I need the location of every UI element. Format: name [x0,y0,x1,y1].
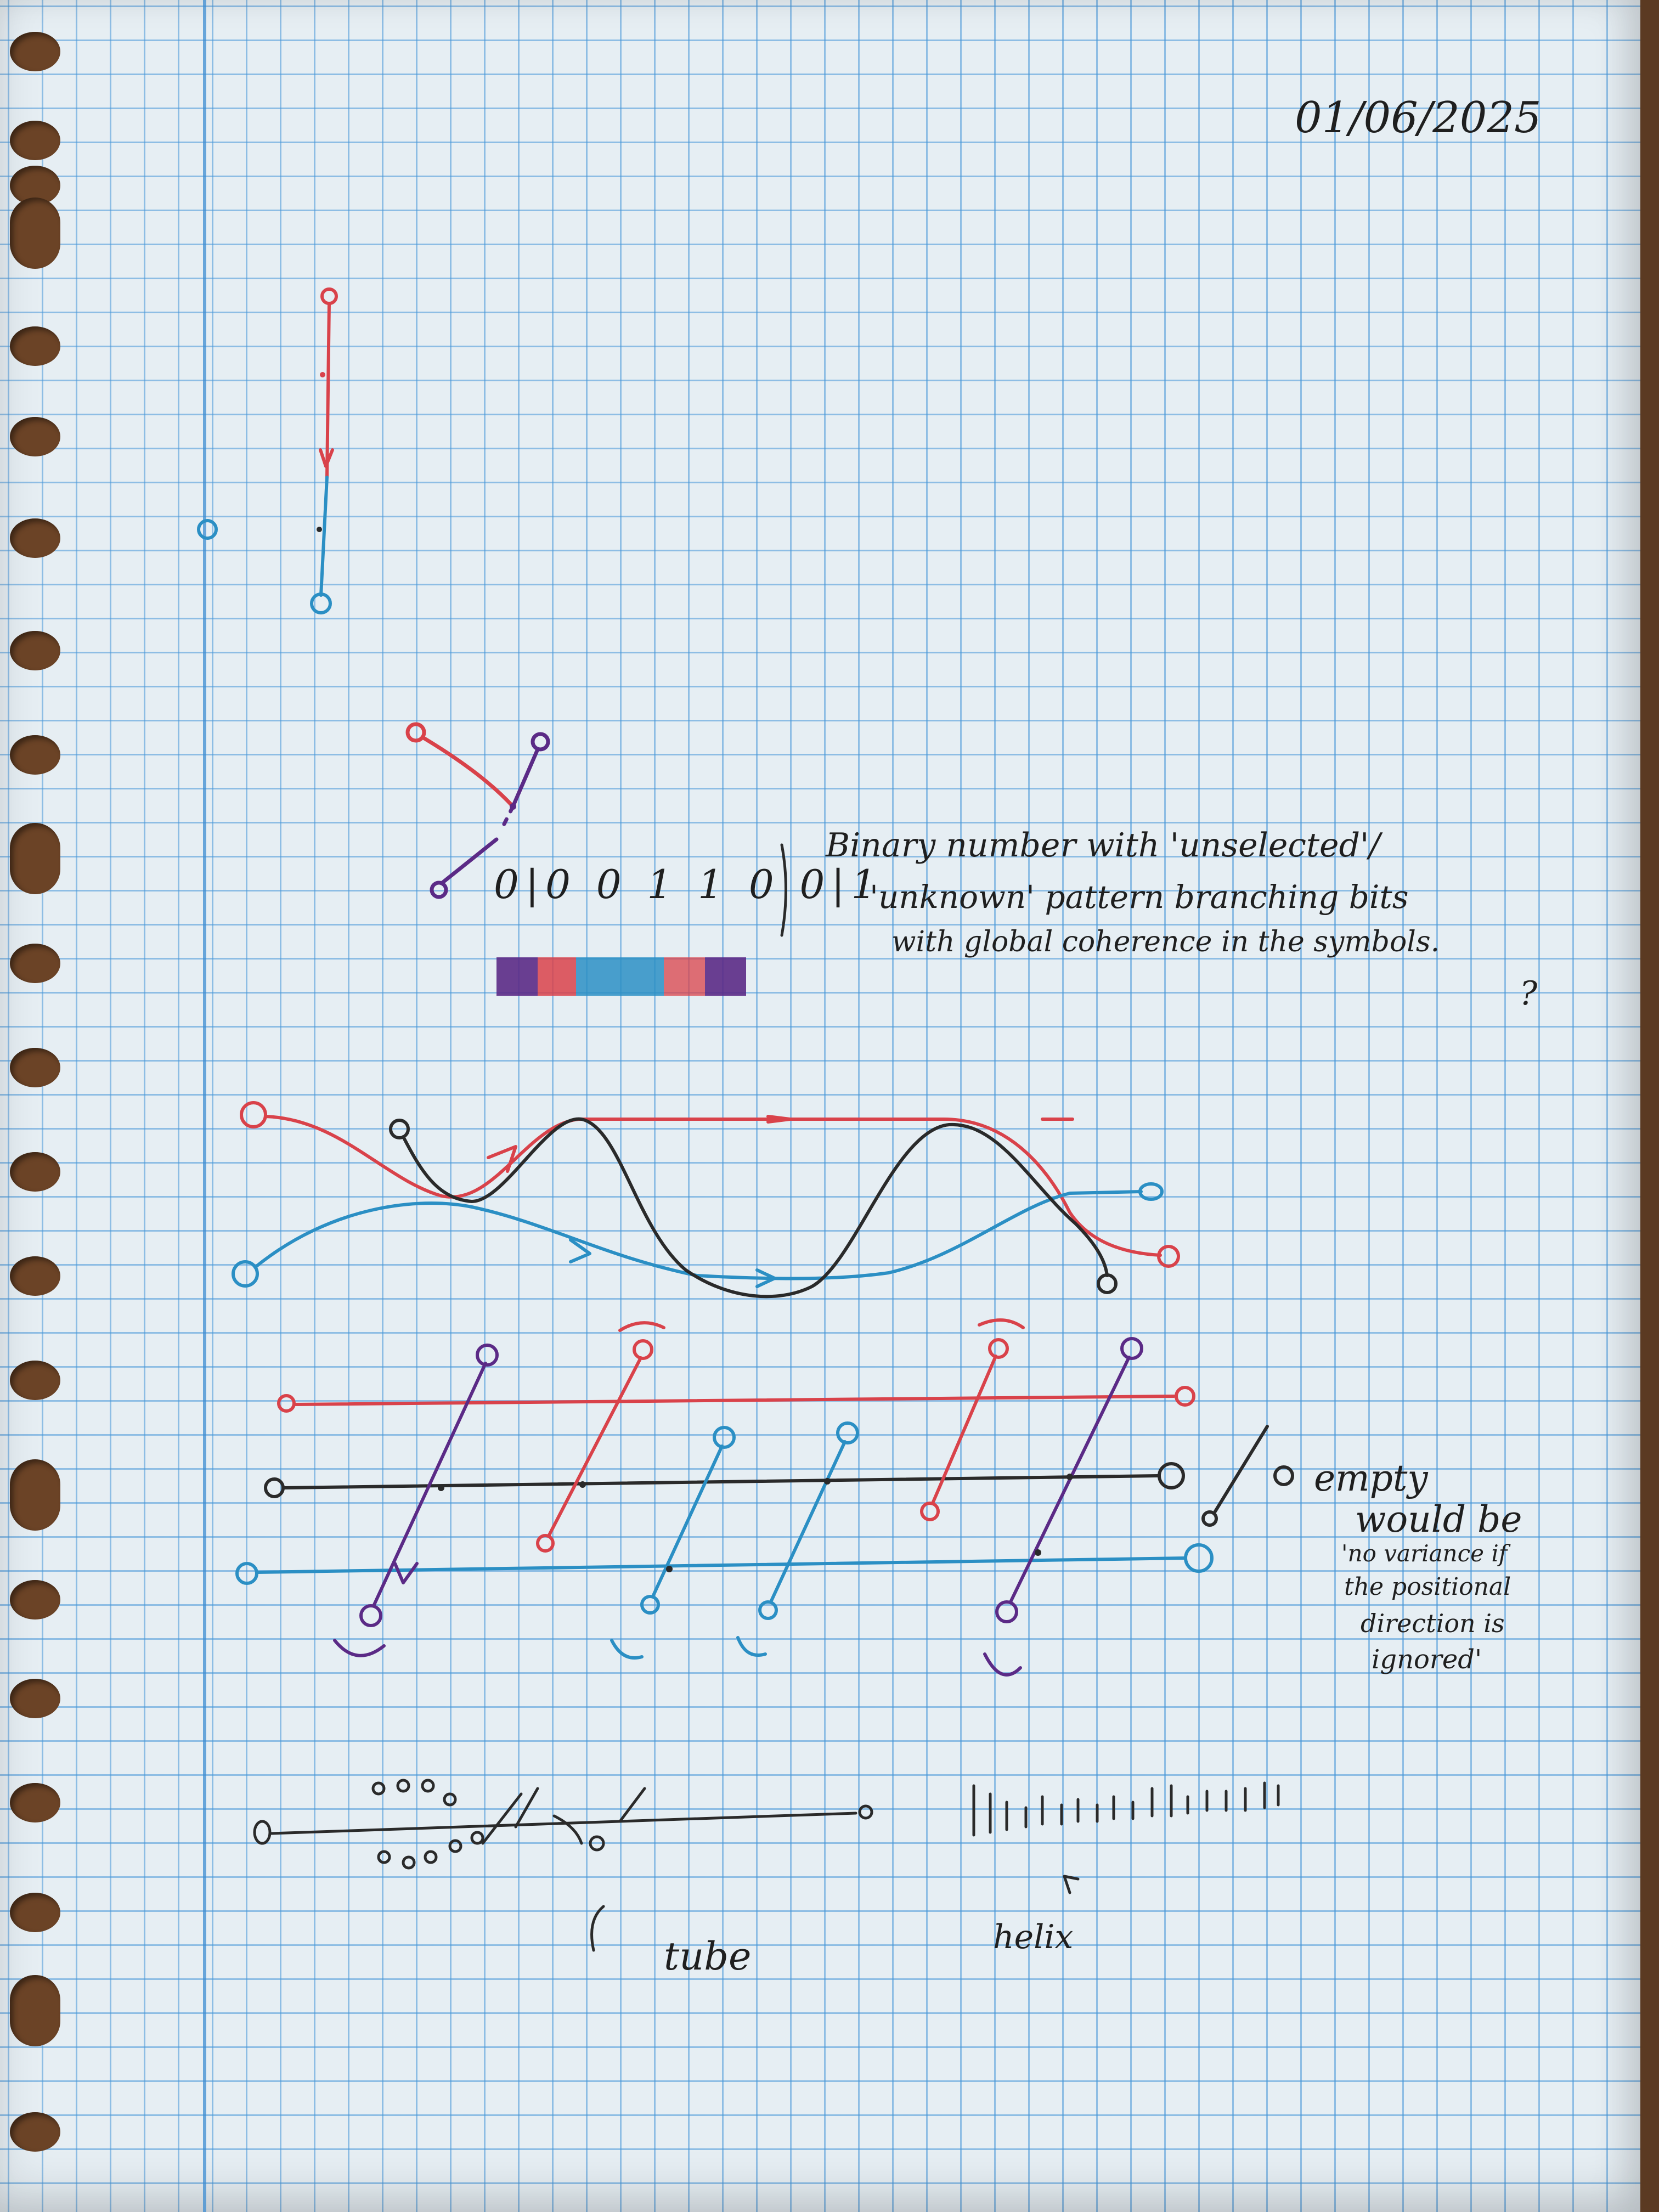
binder-hole [10,518,60,558]
binder-hole [10,1580,60,1620]
note-date: 01/06/2025 [1295,93,1542,143]
binder-hole [10,417,60,456]
note-variance-line-4: direction is [1361,1609,1505,1638]
binder-hole [10,1783,60,1822]
binder-hole [10,1679,60,1718]
binder-hole [10,1893,60,1932]
binder-hole [10,631,60,670]
note-variance-line-2: 'no variance if [1341,1540,1508,1567]
binder-hole [10,121,60,160]
label-helix: helix [993,1918,1074,1956]
binder-hole [10,735,60,775]
sketch-vertical-segment [197,287,338,614]
note-variance-line-3: the positional [1344,1573,1511,1601]
sketch-tube-helix [253,1779,1280,1952]
binder-hole [10,32,60,71]
binder-hole [10,944,60,983]
sketch-diagonal-bits [235,1318,1294,1677]
note-variance-line-5: ignored' [1372,1644,1482,1675]
binder-hole [10,198,60,269]
bit-string: 0|0 0 1 1 0 0|1 [494,861,883,907]
color-swatch-bar [496,957,746,996]
sketch-branching-bits [405,722,787,937]
binder-hole [10,1152,60,1192]
margin-line [203,0,206,2212]
binder-holes [0,0,77,2212]
binder-hole [10,1975,60,2046]
sketch-wave-crossings [232,1101,1180,1299]
note-binary-line-1: Binary number with 'unselected'/ [826,826,1380,865]
binder-hole [10,1256,60,1296]
note-empty: empty [1314,1457,1428,1499]
note-binary-mark: ? [1520,974,1538,1013]
note-variance-line-1: would be [1355,1498,1522,1541]
binder-hole [10,1048,60,1087]
label-tube: tube [664,1934,752,1979]
binder-hole [10,2112,60,2152]
helix-ticks [972,1781,1280,1837]
binder-hole [10,1361,60,1400]
binder-hole [10,326,60,366]
note-binary-line-2: 'unknown' pattern branching bits [870,878,1409,916]
note-binary-line-3: with global coherence in the symbols. [891,926,1440,958]
binder-hole [10,1459,60,1531]
binder-hole [10,823,60,894]
